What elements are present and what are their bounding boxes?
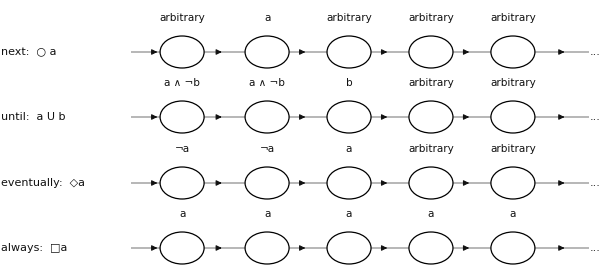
Text: ...: ... bbox=[590, 243, 601, 253]
Text: arbitrary: arbitrary bbox=[159, 13, 205, 23]
Text: arbitrary: arbitrary bbox=[408, 78, 454, 88]
Ellipse shape bbox=[491, 232, 535, 264]
Text: ...: ... bbox=[590, 178, 601, 188]
Text: arbitrary: arbitrary bbox=[490, 144, 536, 154]
Ellipse shape bbox=[409, 167, 453, 199]
Text: a: a bbox=[179, 209, 185, 219]
Ellipse shape bbox=[491, 36, 535, 68]
Text: ...: ... bbox=[590, 112, 601, 122]
Ellipse shape bbox=[491, 167, 535, 199]
Text: a: a bbox=[428, 209, 434, 219]
Text: next:  ○ a: next: ○ a bbox=[1, 47, 56, 57]
Text: always:  □a: always: □a bbox=[1, 243, 67, 253]
Text: ¬a: ¬a bbox=[175, 144, 189, 154]
Text: ...: ... bbox=[590, 47, 601, 57]
Text: a: a bbox=[346, 209, 352, 219]
Text: arbitrary: arbitrary bbox=[408, 144, 454, 154]
Text: a: a bbox=[264, 13, 270, 23]
Ellipse shape bbox=[160, 167, 204, 199]
Text: eventually:  ◇a: eventually: ◇a bbox=[1, 178, 85, 188]
Text: b: b bbox=[346, 78, 352, 88]
Ellipse shape bbox=[245, 101, 289, 133]
Text: ¬a: ¬a bbox=[260, 144, 274, 154]
Ellipse shape bbox=[409, 232, 453, 264]
Text: a ∧ ¬b: a ∧ ¬b bbox=[164, 78, 200, 88]
Text: arbitrary: arbitrary bbox=[408, 13, 454, 23]
Ellipse shape bbox=[160, 101, 204, 133]
Ellipse shape bbox=[491, 101, 535, 133]
Text: until:  a U b: until: a U b bbox=[1, 112, 66, 122]
Ellipse shape bbox=[245, 167, 289, 199]
Text: a ∧ ¬b: a ∧ ¬b bbox=[249, 78, 285, 88]
Text: a: a bbox=[264, 209, 270, 219]
Ellipse shape bbox=[245, 232, 289, 264]
Ellipse shape bbox=[245, 36, 289, 68]
Ellipse shape bbox=[327, 232, 371, 264]
Ellipse shape bbox=[160, 232, 204, 264]
Ellipse shape bbox=[160, 36, 204, 68]
Ellipse shape bbox=[327, 36, 371, 68]
Text: a: a bbox=[510, 209, 516, 219]
Text: arbitrary: arbitrary bbox=[490, 78, 536, 88]
Ellipse shape bbox=[409, 101, 453, 133]
Ellipse shape bbox=[327, 167, 371, 199]
Ellipse shape bbox=[409, 36, 453, 68]
Text: arbitrary: arbitrary bbox=[326, 13, 372, 23]
Text: a: a bbox=[346, 144, 352, 154]
Ellipse shape bbox=[327, 101, 371, 133]
Text: arbitrary: arbitrary bbox=[490, 13, 536, 23]
